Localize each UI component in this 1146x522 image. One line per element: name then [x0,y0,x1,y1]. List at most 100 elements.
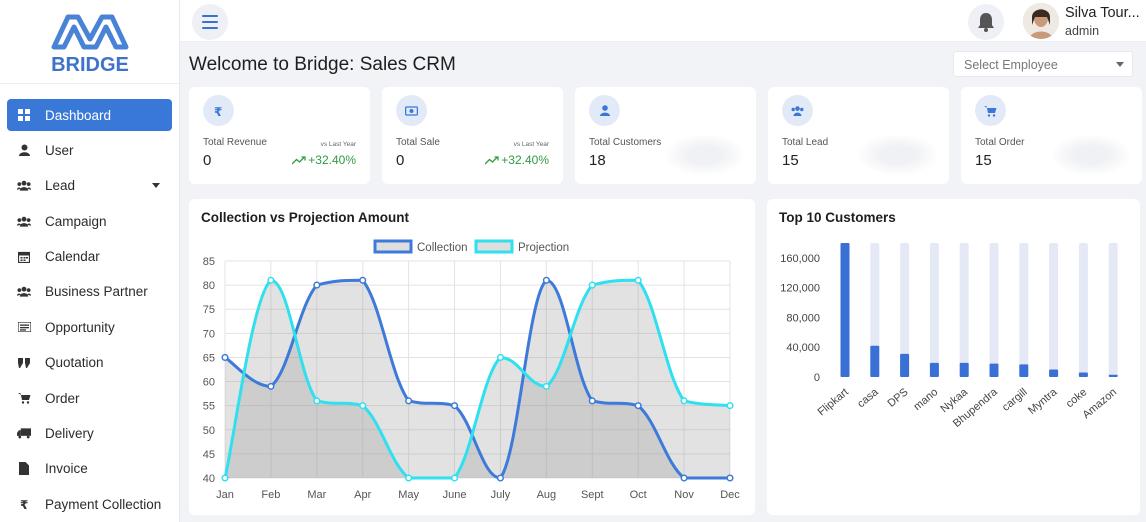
bar-casa[interactable] [870,345,880,377]
data-point-collection[interactable] [542,276,550,284]
sidebar-item-user[interactable]: User [7,134,172,166]
data-point-projection[interactable] [313,397,321,405]
employee-select[interactable]: Select Employee [953,51,1133,77]
data-point-collection[interactable] [496,474,505,482]
list-icon [17,320,31,334]
stat-card-total-lead[interactable]: Total Lead 15 [768,87,949,184]
logo[interactable]: BRIDGE [0,0,179,84]
stat-card-total-revenue[interactable]: ₹ Total Revenue 0 vs Last Year +32.40% [189,87,370,184]
chevron-down-icon [1116,62,1124,67]
stat-value: 0 [203,152,212,169]
stat-card-total-sale[interactable]: Total Sale 0 vs Last Year +32.40% [382,87,563,184]
data-point-collection[interactable] [359,276,367,284]
stat-vs-label: vs Last Year [320,141,356,148]
data-point-projection[interactable] [359,402,367,410]
legend-label[interactable]: Collection [417,242,468,254]
data-point-collection[interactable] [588,397,596,405]
quote-icon [17,356,31,370]
bar-coke[interactable] [1078,372,1088,377]
stat-badge [589,95,620,126]
data-point-projection[interactable] [405,474,413,482]
data-point-collection[interactable] [680,474,688,482]
sidebar-nav: Dashboard User Lead Campaign Calendar Busines… [0,84,179,520]
avatar[interactable] [1023,3,1059,39]
y-tick-label: 65 [203,352,215,364]
stat-value: 0 [396,152,405,169]
stat-change-value: +32.40% [308,153,356,167]
brand-name: BRIDGE [51,54,129,75]
sidebar-item-dashboard[interactable]: Dashboard [7,99,172,131]
bar-cargill[interactable] [1019,364,1029,377]
sidebar-item-calendar[interactable]: Calendar [7,241,172,273]
x-tick-label: cargill [1000,386,1030,414]
sidebar-item-label: Calendar [45,249,100,265]
bar-flipkart[interactable] [840,243,850,377]
y-tick-label: 120,000 [780,283,820,295]
bar-dps[interactable] [900,353,910,377]
data-point-collection[interactable] [634,402,642,410]
stat-label: Total Sale [396,137,440,148]
bar-chart-title: Top 10 Customers [779,210,896,225]
data-point-projection[interactable] [634,276,642,284]
data-point-collection[interactable] [221,353,229,361]
bar-amazon[interactable] [1108,374,1118,377]
sidebar-item-lead[interactable]: Lead [7,170,172,202]
sidebar-item-quotation[interactable]: Quotation [7,347,172,379]
sidebar-item-label: Dashboard [45,107,112,123]
bar-bhupendra[interactable] [989,363,999,377]
truck-icon [17,427,31,441]
y-tick-label: 40 [203,473,215,485]
data-point-projection[interactable] [542,382,550,390]
data-point-projection[interactable] [726,402,734,410]
users-icon [17,214,31,228]
y-tick-label: 160,000 [780,253,820,265]
bar-track [1019,243,1029,377]
rupee-icon: ₹ [17,497,31,511]
sidebar-item-business-partner[interactable]: Business Partner [7,276,172,308]
x-tick-label: June [443,489,467,501]
data-point-projection[interactable] [496,353,505,361]
legend-label[interactable]: Projection [518,242,569,254]
stat-card-total-customers[interactable]: Total Customers 18 [575,87,756,184]
stat-badge: ₹ [203,95,234,126]
data-point-collection[interactable] [450,402,459,410]
data-point-projection[interactable] [267,276,275,284]
stat-value: 18 [589,152,606,169]
user-role: admin [1065,24,1100,38]
menu-toggle-button[interactable] [192,4,228,40]
sidebar-item-invoice[interactable]: Invoice [7,453,172,485]
stat-sparkline-placeholder [666,135,744,175]
sidebar-item-label: Delivery [45,426,94,442]
x-tick-label: May [398,489,419,501]
line-chart-title: Collection vs Projection Amount [201,210,410,225]
svg-text:₹: ₹ [20,498,28,510]
sidebar-item-opportunity[interactable]: Opportunity [7,311,172,343]
notifications-button[interactable] [968,4,1004,40]
bar-nykaa[interactable] [959,362,969,377]
data-point-collection[interactable] [405,397,413,405]
sidebar-item-order[interactable]: Order [7,382,172,414]
legend-swatch-collection[interactable] [373,239,413,254]
bar-myntra[interactable] [1049,369,1059,377]
sidebar-item-campaign[interactable]: Campaign [7,205,172,237]
sidebar-item-delivery[interactable]: Delivery [7,418,172,450]
caret-down-icon [152,182,160,188]
user-name[interactable]: Silva Tour... [1065,5,1140,21]
data-point-projection[interactable] [221,474,229,482]
data-point-collection[interactable] [267,382,275,390]
bar-mano[interactable] [929,362,939,377]
person-icon [599,105,610,116]
trend-up-icon [292,155,306,164]
sidebar-item-label: User [45,142,74,158]
data-point-projection[interactable] [680,397,688,405]
legend-swatch-projection[interactable] [474,239,514,254]
data-point-projection[interactable] [450,474,459,482]
user-icon [17,143,31,157]
data-point-collection[interactable] [726,474,734,482]
x-tick-label: Myntra [1026,386,1060,417]
sidebar-item-payment-collection[interactable]: ₹ Payment Collection [7,488,172,520]
data-point-collection[interactable] [313,281,321,289]
stat-badge [975,95,1006,126]
data-point-projection[interactable] [588,281,596,289]
stat-card-total-order[interactable]: Total Order 15 [961,87,1142,184]
